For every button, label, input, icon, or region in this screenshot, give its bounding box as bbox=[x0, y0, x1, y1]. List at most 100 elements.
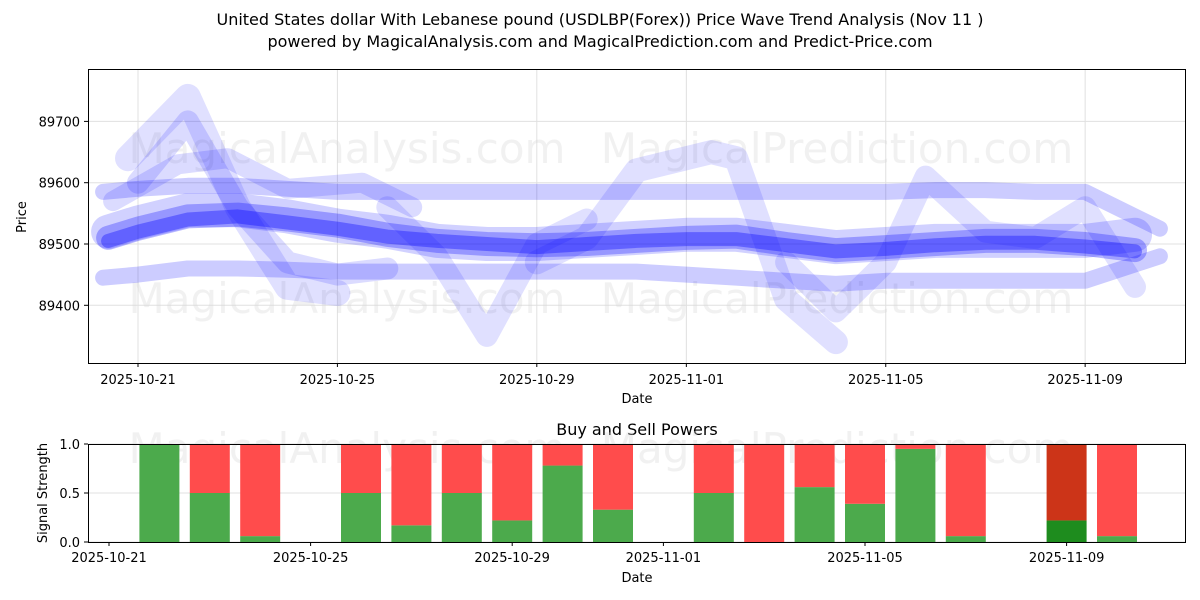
x-tick-label: 2025-10-25 bbox=[300, 373, 376, 388]
y-tick-label: 1.0 bbox=[59, 438, 80, 453]
bar-2025-10-30 bbox=[542, 444, 583, 542]
buy-bar bbox=[845, 503, 885, 542]
buy-bar bbox=[895, 448, 936, 542]
x-tick-label: 2025-11-01 bbox=[649, 373, 725, 388]
sell-bar bbox=[1097, 444, 1137, 537]
sell-bar bbox=[240, 444, 281, 537]
bar-2025-11-04 bbox=[794, 444, 835, 542]
buy-bar bbox=[492, 520, 533, 542]
wave-spike-5 bbox=[524, 140, 848, 355]
sell-bar bbox=[441, 444, 482, 493]
main-x-axis: 2025-10-21 2025-10-25 2025-10-29 2025-11-01… bbox=[100, 363, 1123, 388]
wave-spike-4 bbox=[376, 196, 598, 347]
wave-band-core bbox=[101, 209, 1142, 259]
bar-2025-10-28 bbox=[441, 444, 482, 542]
buy-bar bbox=[542, 465, 583, 542]
main-y-label: Price bbox=[15, 201, 30, 233]
chart-subtitle: powered by MagicalAnalysis.com and Magic… bbox=[267, 32, 933, 51]
y-tick-label: 89700 bbox=[39, 115, 80, 130]
x-tick-label: 2025-11-09 bbox=[1047, 373, 1123, 388]
sell-bar bbox=[341, 444, 381, 493]
x-tick-label: 2025-11-01 bbox=[626, 551, 702, 566]
wave-spike-1 bbox=[115, 83, 351, 306]
buy-bar bbox=[1097, 536, 1137, 542]
wave-spike-2 bbox=[127, 110, 399, 286]
buy-bar bbox=[1046, 520, 1087, 542]
buy-bar bbox=[794, 487, 835, 542]
bar-2025-10-27 bbox=[391, 444, 432, 542]
buy-bar bbox=[240, 536, 281, 542]
sell-bar bbox=[693, 444, 734, 493]
bar-2025-11-09 bbox=[1046, 444, 1087, 542]
main-watermark: MagicalAnalysis.com MagicalPrediction.com… bbox=[129, 124, 1074, 323]
main-grid bbox=[89, 70, 1185, 363]
x-tick-label: 2025-10-29 bbox=[499, 373, 575, 388]
bar-2025-11-06 bbox=[895, 444, 936, 542]
x-tick-label: 2025-10-29 bbox=[474, 551, 550, 566]
y-tick-label: 0.5 bbox=[59, 487, 80, 502]
wave-upper-edge bbox=[95, 177, 1168, 237]
sell-bar bbox=[744, 444, 785, 542]
buy-bar bbox=[945, 536, 986, 542]
bar-2025-11-03 bbox=[744, 444, 785, 542]
sell-bar bbox=[1046, 444, 1087, 521]
bar-2025-11-05 bbox=[845, 444, 885, 542]
buy-sell-bars bbox=[139, 444, 1137, 542]
wave-lower-edge bbox=[95, 248, 1168, 292]
sell-bar bbox=[794, 444, 835, 488]
bar-x-axis: 2025-10-21 2025-10-25 2025-10-29 2025-11-01… bbox=[71, 542, 1104, 566]
sell-bar bbox=[391, 444, 432, 526]
buy-bar bbox=[441, 493, 482, 542]
x-tick-label: 2025-10-25 bbox=[273, 551, 349, 566]
x-tick-label: 2025-11-05 bbox=[827, 551, 903, 566]
bar-2025-10-29 bbox=[492, 444, 533, 542]
chart-title: United States dollar With Lebanese pound… bbox=[216, 10, 984, 29]
y-tick-label: 0.0 bbox=[59, 536, 80, 551]
watermark-text: MagicalAnalysis.com bbox=[129, 124, 566, 173]
wave-bands bbox=[91, 83, 1168, 355]
bar-2025-11-02 bbox=[693, 444, 734, 542]
wave-spike-3 bbox=[103, 148, 423, 218]
y-tick-label: 89400 bbox=[39, 299, 80, 314]
bar-2025-10-26 bbox=[341, 444, 381, 542]
watermark-text: MagicalPrediction.com bbox=[601, 274, 1074, 323]
sell-bar bbox=[189, 444, 230, 493]
bar-2025-11-10 bbox=[1097, 444, 1137, 542]
watermark-text: MagicalAnalysis.com bbox=[129, 274, 566, 323]
sell-bar bbox=[492, 444, 533, 521]
bar-x-label: Date bbox=[621, 571, 652, 586]
x-tick-label: 2025-10-21 bbox=[100, 373, 176, 388]
buy-bar bbox=[391, 525, 432, 542]
buy-bar bbox=[139, 444, 180, 542]
wave-band-mid bbox=[96, 202, 1147, 263]
bar-plot-frame bbox=[88, 444, 1186, 543]
sell-bar bbox=[895, 444, 936, 449]
buy-bar bbox=[189, 493, 230, 542]
main-plot-frame bbox=[88, 69, 1186, 364]
watermark-text: MagicalPrediction.com bbox=[601, 424, 1074, 473]
buy-bar bbox=[341, 493, 381, 542]
bar-2025-10-22 bbox=[139, 444, 180, 542]
x-tick-label: 2025-11-05 bbox=[848, 373, 924, 388]
bar-chart-title: Buy and Sell Powers bbox=[556, 420, 718, 439]
buy-bar bbox=[593, 509, 633, 542]
x-tick-label: 2025-10-21 bbox=[71, 551, 147, 566]
sell-bar bbox=[945, 444, 986, 537]
sell-bar bbox=[593, 444, 633, 510]
x-tick-label: 2025-11-09 bbox=[1029, 551, 1105, 566]
buy-bar bbox=[693, 493, 734, 542]
bar-y-axis: 0.0 0.5 1.0 bbox=[59, 438, 88, 551]
wave-spike-6 bbox=[775, 165, 1146, 323]
sell-bar bbox=[845, 444, 885, 504]
main-y-axis: 89400 89500 89600 89700 bbox=[39, 115, 88, 314]
bar-2025-10-31 bbox=[593, 444, 633, 542]
bar-2025-10-24 bbox=[240, 444, 281, 542]
y-tick-label: 89500 bbox=[39, 238, 80, 253]
bar-2025-10-23 bbox=[189, 444, 230, 542]
bar-y-label: Signal Strength bbox=[36, 443, 51, 543]
bar-2025-11-07 bbox=[945, 444, 986, 542]
main-x-label: Date bbox=[621, 392, 652, 407]
watermark-text: MagicalPrediction.com bbox=[601, 124, 1074, 173]
sell-bar bbox=[542, 444, 583, 466]
